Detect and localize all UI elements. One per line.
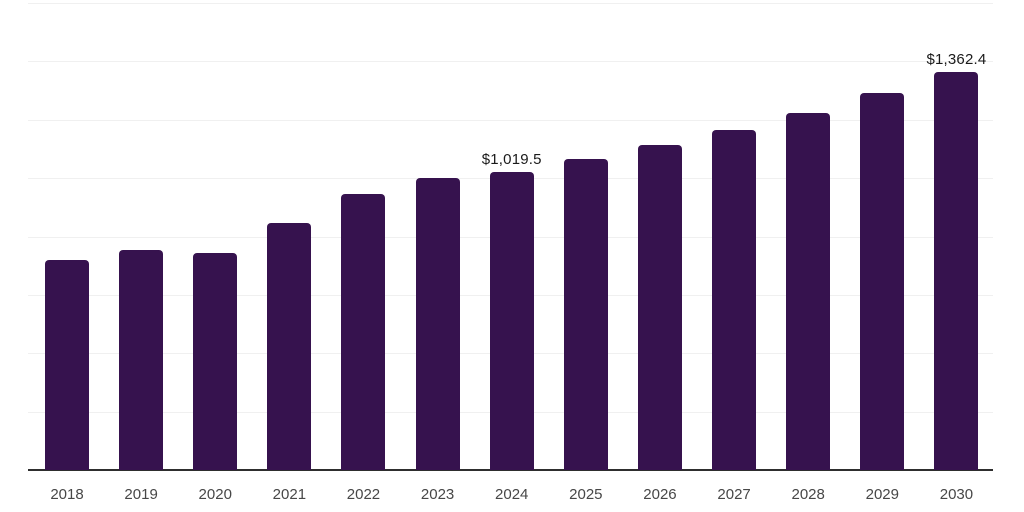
x-tick-2021: 2021: [272, 486, 307, 503]
bar-2018: [45, 259, 89, 470]
x-tick-2018: 2018: [50, 486, 84, 503]
bar-2019: [119, 249, 164, 470]
bar-2026: [637, 144, 682, 470]
x-tick-2027: 2027: [717, 486, 751, 503]
bar-2028: [786, 113, 831, 470]
x-tick-2020: 2020: [198, 486, 232, 503]
bar-2030: [934, 72, 979, 470]
x-tick-2028: 2028: [791, 486, 825, 503]
bar-2027: [712, 129, 757, 470]
x-tick-2030: 2030: [939, 486, 974, 503]
bar-2023: [415, 178, 460, 470]
x-tick-2022: 2022: [346, 486, 381, 503]
bar-2022: [341, 193, 386, 470]
gridline: [28, 3, 993, 4]
x-axis-line: [28, 469, 993, 471]
bar-2020: [193, 253, 238, 470]
x-tick-2019: 2019: [124, 486, 158, 503]
x-tick-2026: 2026: [643, 486, 677, 503]
value-label-2030: $1,362.4: [926, 51, 987, 69]
x-tick-2024: 2024: [495, 486, 529, 503]
bar-2029: [860, 93, 905, 470]
bar-2021: [267, 223, 312, 470]
x-tick-2029: 2029: [865, 486, 899, 503]
x-tick-2023: 2023: [420, 486, 455, 503]
gridline: [28, 61, 993, 63]
x-tick-2025: 2025: [569, 486, 603, 503]
value-label-2024: $1,019.5: [481, 151, 542, 169]
bar-2025: [563, 159, 608, 470]
gridline: [28, 119, 993, 121]
bar-2024: [489, 172, 534, 470]
